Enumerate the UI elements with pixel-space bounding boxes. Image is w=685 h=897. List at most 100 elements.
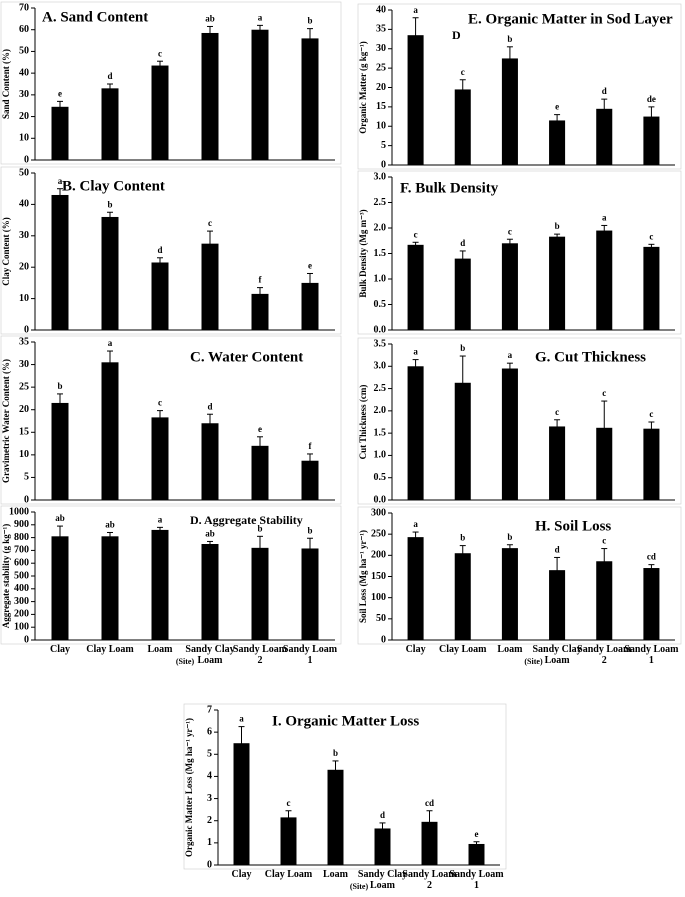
significance-letter: c [649, 231, 653, 241]
y-axis-label: Aggregate stability (g kg⁻¹) [1, 524, 11, 629]
y-tick-label: 100 [371, 592, 386, 603]
panel-frame [183, 703, 507, 870]
panel-frame [357, 3, 682, 170]
bar [407, 35, 424, 165]
bar [251, 29, 269, 161]
bar [151, 529, 169, 640]
significance-letter: f [259, 275, 263, 285]
bar [101, 216, 119, 330]
y-tick-label: 0.0 [374, 324, 387, 335]
y-tick-label: 400 [14, 583, 29, 594]
significance-letter: b [257, 523, 262, 533]
x-tick-label: Sandy Clay Loam [532, 644, 582, 666]
y-tick-label: 600 [14, 557, 29, 568]
y-tick-label: 700 [14, 545, 29, 556]
significance-letter: c [287, 798, 291, 808]
bar [301, 38, 319, 160]
y-tick-label: 0.5 [374, 472, 387, 483]
y-axis-label: Cut Thickness (cm) [358, 385, 368, 460]
y-tick-label: 2.0 [374, 222, 387, 233]
bar [454, 382, 471, 500]
x-tick-label: Clay Loam [439, 644, 487, 655]
y-tick-label: 40 [376, 4, 386, 15]
bar [468, 843, 485, 865]
bar [201, 423, 219, 500]
bar [151, 417, 169, 500]
significance-letter: c [158, 398, 162, 408]
significance-letter: ab [105, 520, 115, 530]
y-tick-label: 3.0 [374, 361, 387, 372]
x-tick-label: Clay [405, 644, 426, 655]
x-tick-label: Sandy Loam 2 [402, 869, 457, 891]
y-tick-label: 30 [19, 359, 29, 370]
bar [501, 243, 518, 330]
bar [549, 426, 566, 500]
y-tick-label: 200 [371, 550, 386, 561]
bar [201, 32, 219, 160]
bar [101, 362, 119, 500]
bar [643, 428, 660, 500]
y-tick-label: 50 [19, 167, 29, 178]
significance-letter: cd [647, 552, 656, 562]
y-axis-label: Organic Matter (g kg⁻¹) [358, 41, 368, 134]
bar [251, 293, 269, 330]
significance-letter: a [108, 338, 113, 348]
bar [327, 769, 344, 865]
y-tick-label: 25 [376, 62, 386, 73]
y-tick-label: 2.5 [374, 197, 387, 208]
y-tick-label: 300 [371, 507, 386, 518]
y-tick-label: 15 [19, 427, 29, 438]
bar [51, 536, 69, 640]
y-tick-label: 100 [14, 621, 29, 632]
y-tick-label: 3.0 [374, 171, 387, 182]
bar [643, 116, 660, 165]
y-tick-label: 6 [207, 726, 212, 737]
significance-letter: b [507, 34, 512, 44]
significance-letter: c [208, 218, 212, 228]
x-tick-label: Sandy Loam 1 [282, 644, 338, 666]
y-tick-label: 2.5 [374, 383, 387, 394]
x-axis-label: (Site) [176, 657, 195, 666]
y-tick-label: 70 [19, 2, 29, 13]
y-tick-label: 60 [19, 24, 29, 35]
panel-frame [357, 506, 682, 645]
y-tick-label: 800 [14, 532, 29, 543]
bar [251, 547, 269, 640]
y-tick-label: 15 [376, 101, 386, 112]
panel-title: F. Bulk Density [400, 180, 499, 196]
significance-letter: b [107, 199, 112, 209]
significance-letter: d [555, 545, 560, 555]
y-tick-label: 0 [381, 159, 386, 170]
y-tick-label: 0 [24, 154, 29, 165]
x-tick-label: Loam [323, 869, 348, 880]
significance-letter: d [460, 238, 465, 248]
y-tick-label: 25 [19, 381, 29, 392]
y-tick-label: 0.5 [374, 299, 387, 310]
y-tick-label: 0 [24, 324, 29, 335]
y-tick-label: 50 [19, 46, 29, 57]
significance-letter: d [207, 401, 212, 411]
y-tick-label: 0 [24, 634, 29, 645]
bar [454, 258, 471, 330]
panel-title: D. Aggregate Stability [190, 513, 303, 527]
y-tick-label: 0.0 [374, 494, 387, 505]
panel-title: A. Sand Content [42, 9, 148, 25]
significance-letter: c [602, 536, 606, 546]
bar [374, 828, 391, 865]
significance-letter: e [308, 261, 312, 271]
y-axis-label: Clay Content (%) [1, 217, 11, 286]
significance-letter: e [58, 88, 62, 98]
y-tick-label: 30 [19, 89, 29, 100]
panel-frame [0, 1, 342, 165]
y-tick-label: 30 [19, 230, 29, 241]
bar [201, 243, 219, 330]
bar [101, 88, 119, 160]
significance-letter: a [508, 350, 513, 360]
y-tick-label: 10 [19, 449, 29, 460]
bar [501, 58, 518, 165]
y-tick-label: 250 [371, 528, 386, 539]
y-tick-label: 20 [376, 82, 386, 93]
y-tick-label: 10 [19, 133, 29, 144]
